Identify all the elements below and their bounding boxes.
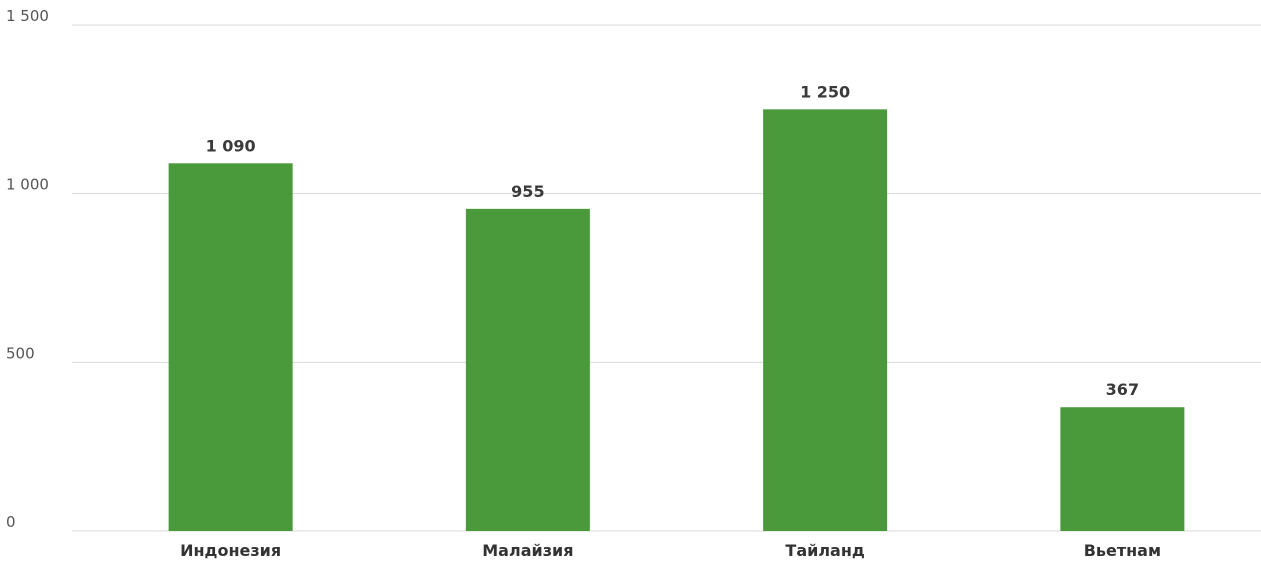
x-category-label: Индонезия [180,541,281,560]
data-label: 955 [511,182,544,201]
value-labels: 1 090 955 1 250 367 [206,82,1140,399]
data-label: 367 [1106,380,1139,399]
bars [168,109,1185,531]
x-category-label: Тайланд [785,541,864,560]
bar [1060,407,1185,531]
y-tick-label: 0 [6,513,16,531]
y-tick-label: 1 000 [6,176,49,194]
y-tick-label: 1 500 [6,7,49,25]
x-axis-labels: Индонезия Малайзия Тайланд Вьетнам [180,541,1161,560]
x-category-label: Вьетнам [1084,541,1161,560]
x-category-label: Малайзия [482,541,573,560]
y-tick-label: 500 [6,344,35,362]
y-axis-ticks: 0 500 1 000 1 500 [6,7,49,531]
bar [763,109,888,531]
bar [168,163,293,531]
data-label: 1 250 [800,82,850,101]
data-label: 1 090 [206,136,256,155]
bar [465,208,590,531]
